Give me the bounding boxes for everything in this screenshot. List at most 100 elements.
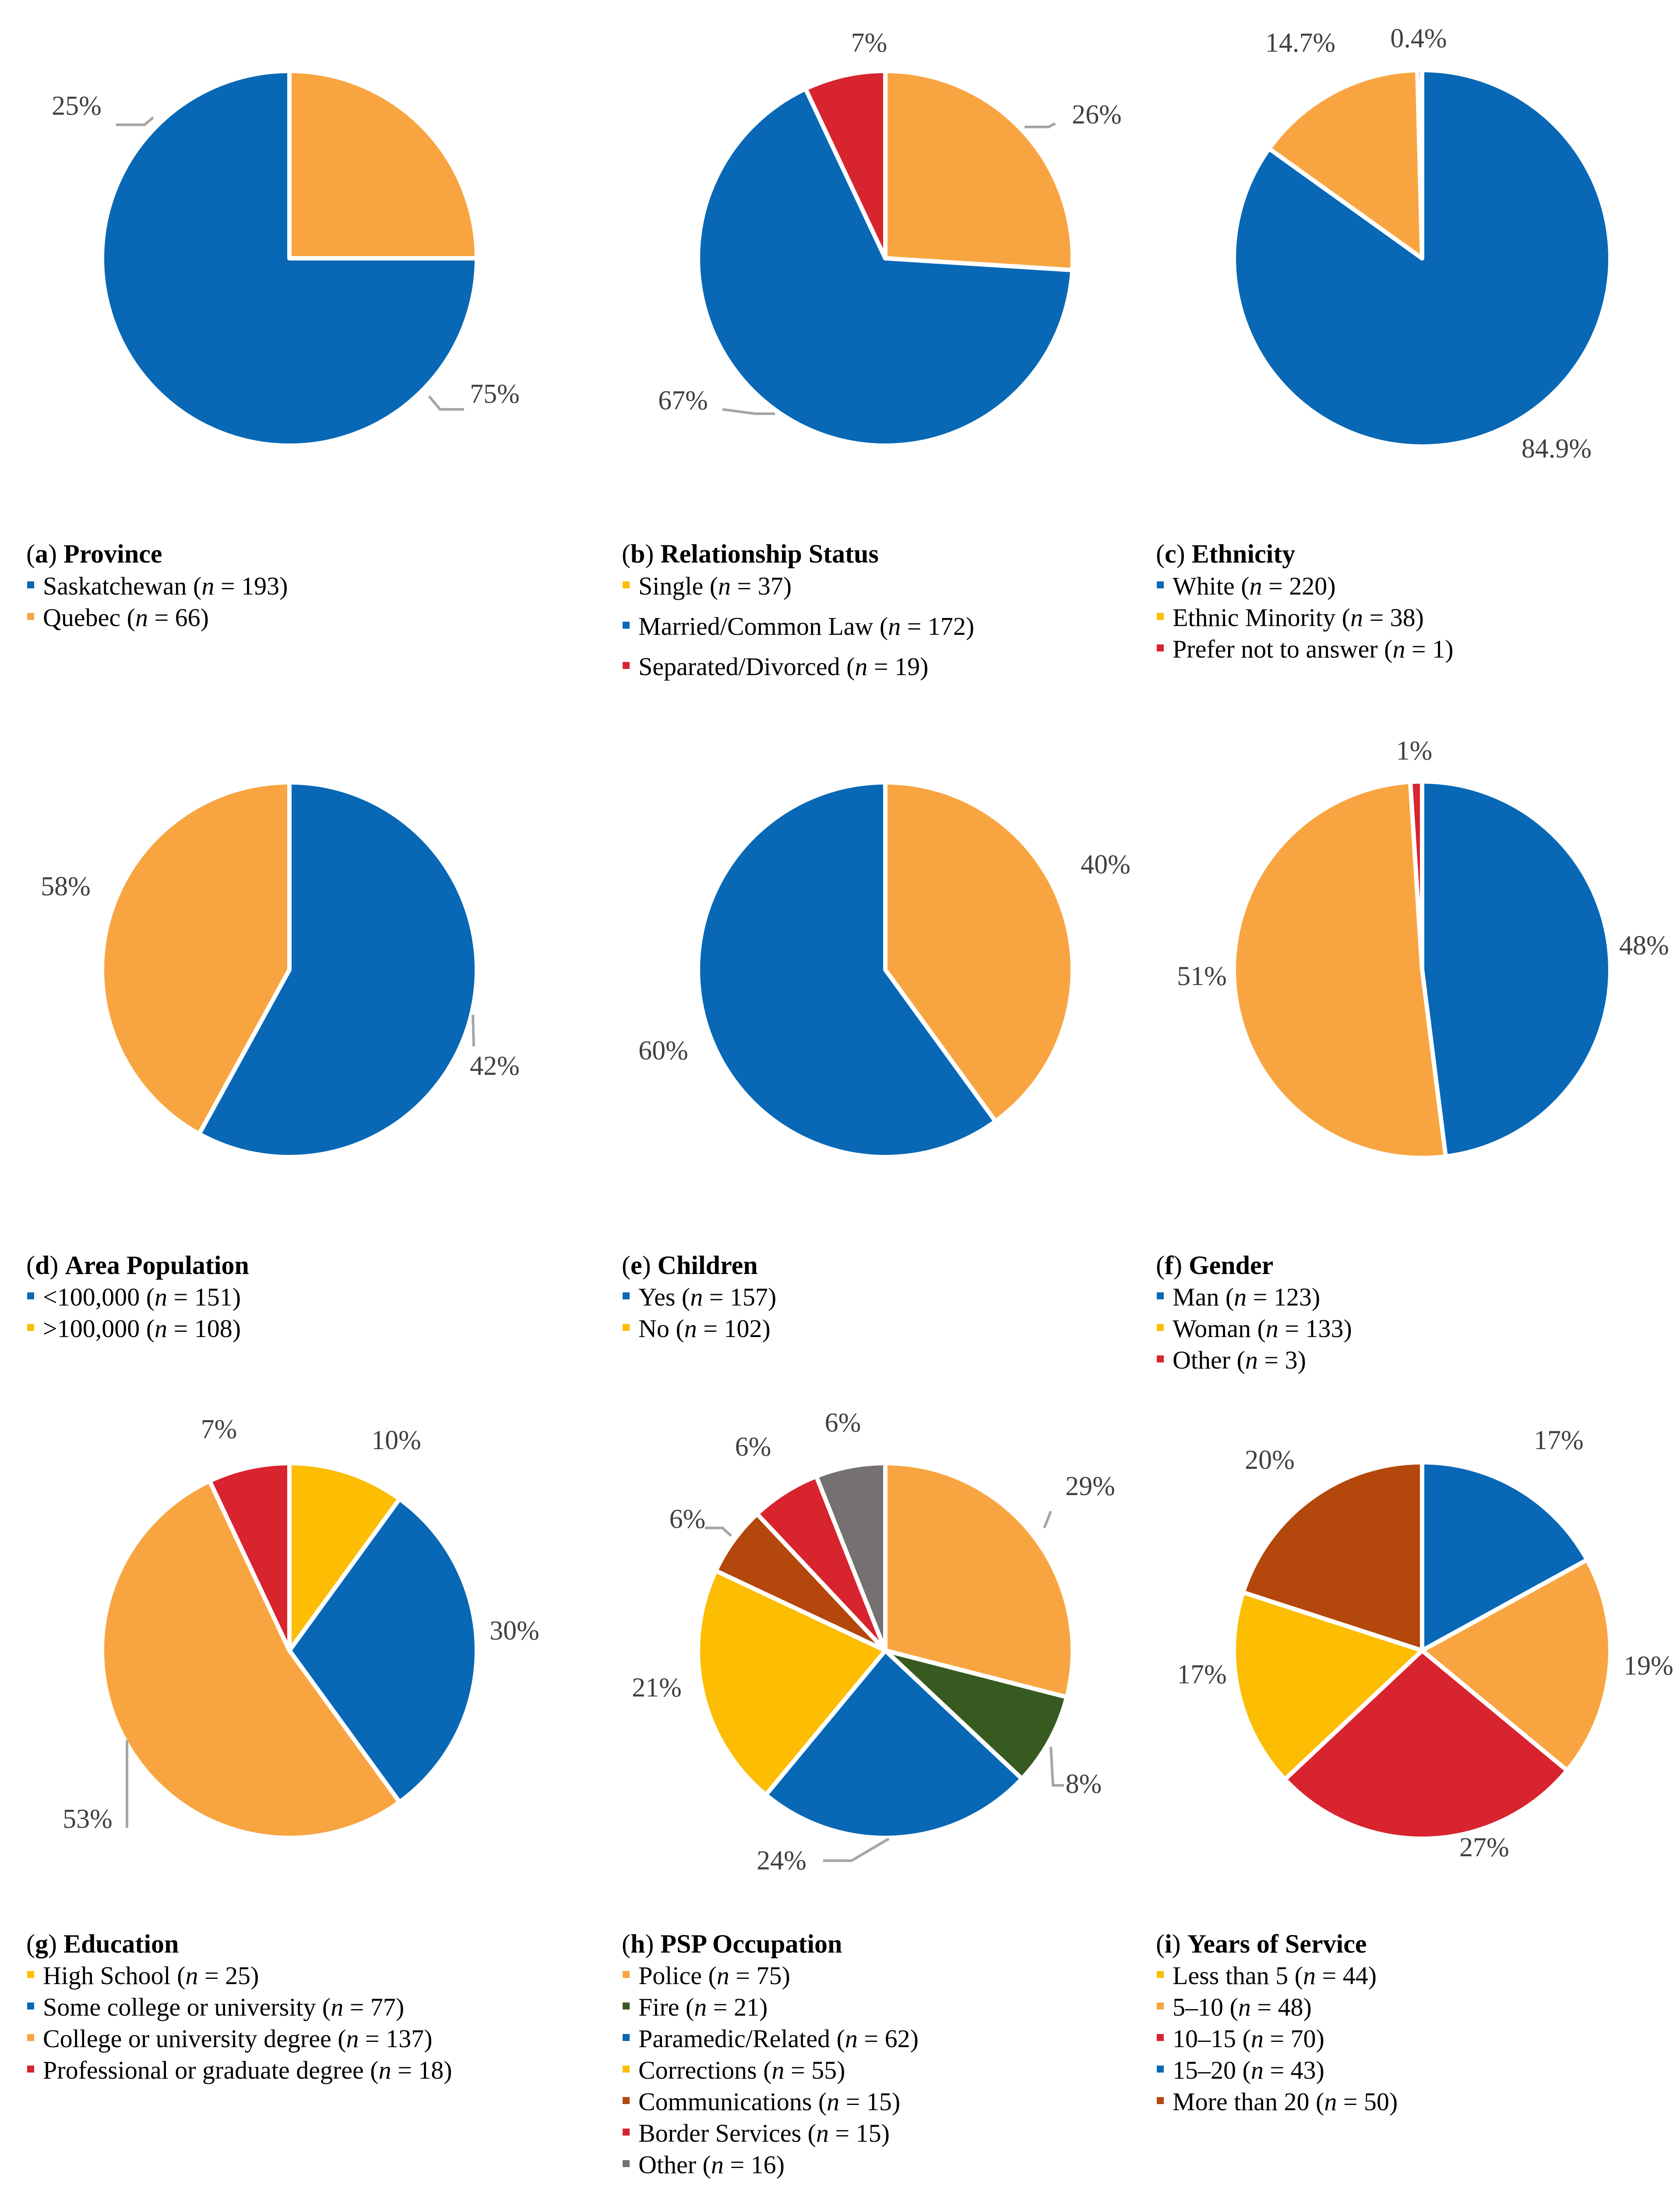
pie-slice-f-1	[1232, 779, 1448, 1160]
data-label-e-0: 40%	[1081, 850, 1131, 880]
panel-title-h: (h) PSP Occupation	[622, 1929, 842, 1958]
pie-slice-f-0	[1420, 779, 1613, 1159]
legend-marker-a-1	[27, 613, 34, 620]
pie-slice-h-2	[764, 1648, 1024, 1840]
legend-item-i-4: More than 20 (n = 50)	[1173, 2087, 1398, 2116]
data-label-c-0: 84.9%	[1522, 434, 1592, 464]
data-label-f-0: 48%	[1619, 931, 1669, 961]
panel-title-text-f: Gender	[1189, 1251, 1273, 1280]
legend-item-i-0: Less than 5 (n = 44)	[1173, 1961, 1377, 1990]
data-label-h-4: 6%	[669, 1504, 706, 1534]
panel-title-b: (b) Relationship Status	[622, 539, 879, 568]
panel-title-c: (c) Ethnicity	[1156, 539, 1295, 568]
pie-chart-c: 84.9% 14.7% 0.4% (c) Ethnicity White (n = 22…	[1156, 24, 1613, 663]
data-label-h-2: 24%	[757, 1846, 807, 1876]
panel-title-text-d: Area Population	[65, 1251, 249, 1280]
legend-marker-e-0	[623, 1292, 630, 1299]
pie-slice-b-0	[883, 69, 1075, 272]
legend-item-i-2: 10–15 (n = 70)	[1173, 2024, 1324, 2053]
leader-line-h-1	[1050, 1746, 1064, 1787]
panel-title-i: (i) Years of Service	[1156, 1929, 1367, 1958]
data-label-g-3: 7%	[201, 1415, 237, 1444]
legend-item-g-3: Professional or graduate degree (n = 18)	[43, 2056, 452, 2084]
legend-marker-i-1	[1157, 2002, 1164, 2010]
legend-item-b-0: Single (n = 37)	[638, 572, 792, 600]
leader-line-d-1	[472, 1014, 475, 1047]
legend-marker-f-1	[1157, 1324, 1164, 1331]
panel-title-text-e: Children	[658, 1251, 758, 1280]
legend-marker-c-0	[1157, 581, 1164, 588]
legend-marker-d-1	[27, 1324, 34, 1331]
legend-marker-c-2	[1157, 644, 1164, 651]
data-label-a-0: 25%	[52, 91, 102, 121]
data-label-i-0: 17%	[1534, 1425, 1584, 1455]
pie-slice-d-1	[100, 780, 292, 1137]
legend-item-g-0: High School (n = 25)	[43, 1961, 259, 1990]
data-label-f-2: 1%	[1396, 736, 1433, 766]
data-label-b-1: 67%	[658, 386, 708, 415]
legend-item-e-1: No (n = 102)	[638, 1314, 771, 1343]
pie-slice-d-0	[197, 780, 479, 1159]
data-label-i-4: 20%	[1245, 1445, 1295, 1475]
data-label-h-5: 6%	[735, 1432, 771, 1462]
data-label-g-1: 30%	[490, 1616, 539, 1646]
legend-item-h-0: Police (n = 75)	[638, 1961, 790, 1990]
leader-line-b-0	[1025, 122, 1056, 128]
legend-item-c-0: White (n = 220)	[1173, 572, 1336, 600]
panel-title-a: (a) Province	[26, 539, 162, 568]
data-label-h-0: 29%	[1065, 1471, 1115, 1501]
pie-chart-f: 48% 51% 1% (f) Gender Man (n = 123) Woman (n …	[1156, 736, 1669, 1374]
pie-slice-h-3	[695, 1568, 888, 1797]
panel-title-text-c: Ethnicity	[1192, 539, 1296, 568]
legend-marker-e-1	[623, 1324, 630, 1331]
pie-slice-i-2	[1282, 1648, 1570, 1841]
data-label-b-2: 7%	[851, 28, 888, 58]
legend-item-b-2: Separated/Divorced (n = 19)	[638, 652, 928, 681]
pie-slice-a-1	[100, 69, 479, 448]
pie-slice-a-0	[287, 69, 479, 260]
legend-item-f-1: Woman (n = 133)	[1173, 1314, 1352, 1343]
data-label-h-6: 6%	[825, 1408, 861, 1438]
legend-marker-a-0	[27, 581, 34, 588]
leader-line-b-1	[722, 408, 775, 415]
panel-title-text-i: Years of Service	[1187, 1929, 1367, 1958]
data-label-e-1: 60%	[638, 1036, 688, 1066]
pie-slice-g-3	[207, 1461, 292, 1653]
legend-item-f-0: Man (n = 123)	[1173, 1283, 1320, 1311]
pie-slice-b-2	[803, 69, 888, 260]
pie-slice-h-4	[713, 1512, 888, 1653]
data-label-f-1: 51%	[1177, 961, 1227, 991]
legend-marker-b-0	[623, 581, 630, 588]
legend-item-h-5: Border Services (n = 15)	[638, 2119, 890, 2147]
data-label-h-3: 21%	[632, 1673, 682, 1703]
data-label-i-3: 17%	[1177, 1660, 1227, 1689]
legend-item-b-1: Married/Common Law (n = 172)	[638, 612, 974, 641]
legend-marker-b-2	[623, 662, 630, 669]
pie-slice-e-1	[696, 780, 998, 1159]
leader-line-h-0	[1043, 1510, 1052, 1529]
pie-chart-b: 26% 67% 7% (b) Relationship Status Single (n…	[622, 28, 1122, 681]
panel-title-d: (d) Area Population	[26, 1251, 249, 1280]
legend-item-h-2: Paramedic/Related (n = 62)	[638, 2024, 919, 2053]
panel-title-text-h: PSP Occupation	[660, 1929, 842, 1958]
pie-chart-h: 29% 8% 24% 21% 6% 6% 6% (h) PSP Occupation Polic…	[622, 1408, 1115, 2179]
legend-item-a-0: Saskatchewan (n = 193)	[43, 572, 288, 600]
legend-marker-h-1	[623, 2002, 630, 2010]
data-label-c-2: 0.4%	[1390, 24, 1447, 53]
legend-marker-i-0	[1157, 1971, 1164, 1978]
legend-item-d-1: >100,000 (n = 108)	[43, 1314, 241, 1343]
legend-item-h-1: Fire (n = 21)	[638, 1993, 768, 2021]
legend-marker-f-2	[1157, 1355, 1164, 1362]
pie-slice-i-3	[1232, 1590, 1424, 1782]
pie-slice-e-0	[883, 780, 1075, 1124]
legend-item-h-6: Other (n = 16)	[638, 2150, 785, 2179]
leader-line-a-0	[116, 116, 154, 126]
legend-item-h-4: Communications (n = 15)	[638, 2087, 900, 2116]
leader-line-h-4	[705, 1527, 733, 1537]
pie-slice-h-1	[883, 1648, 1069, 1781]
panel-title-text-g: Education	[63, 1929, 179, 1958]
legend-marker-f-0	[1157, 1292, 1164, 1299]
pie-slice-f-2	[1408, 779, 1424, 972]
data-label-g-0: 10%	[371, 1425, 421, 1455]
